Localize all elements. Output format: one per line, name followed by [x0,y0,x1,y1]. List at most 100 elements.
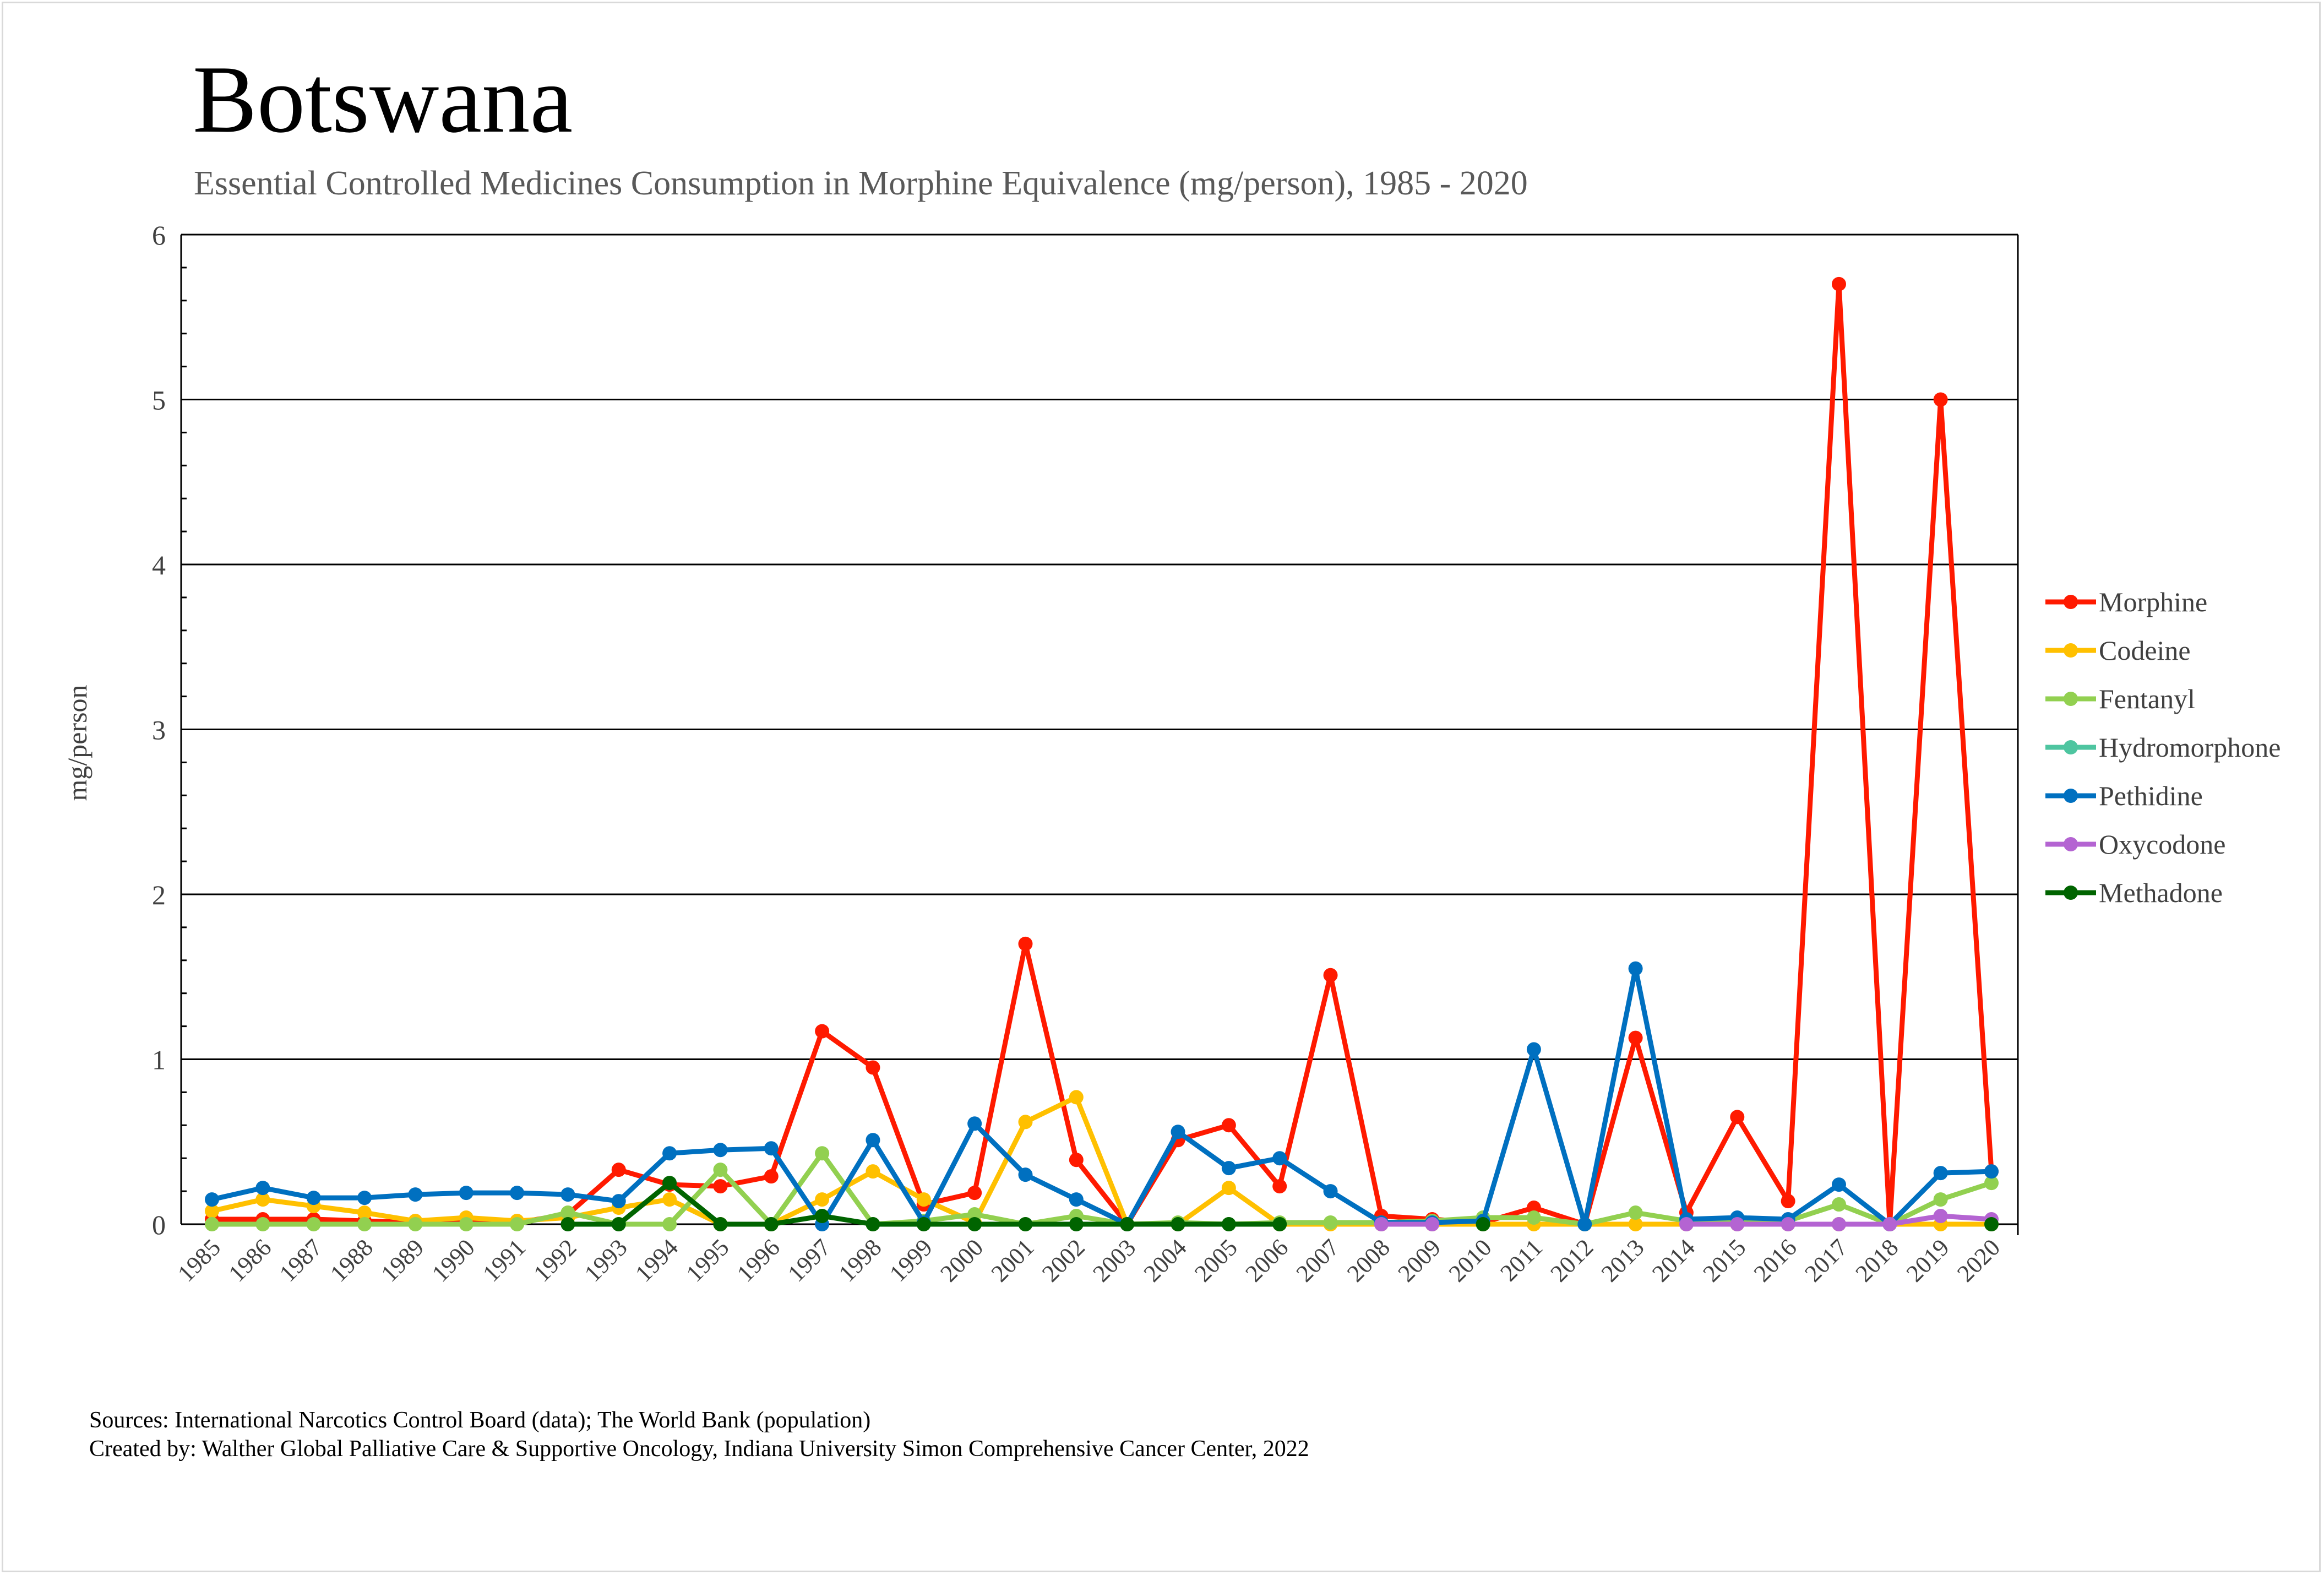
data-point [205,1192,219,1207]
data-point [205,1204,219,1219]
data-point [713,1179,728,1194]
series-morphine [205,276,1999,1231]
data-point [1984,1217,1999,1231]
data-point [1526,1210,1541,1225]
x-tick-label: 2018 [1851,1234,1904,1287]
data-point [866,1060,880,1075]
data-point [815,1192,830,1207]
data-point [611,1163,626,1177]
data-point [916,1217,931,1231]
x-tick-label: 2007 [1291,1234,1345,1287]
x-tick-label: 2016 [1749,1234,1802,1287]
data-point [967,1217,982,1231]
x-tick-label: 1992 [529,1234,582,1287]
legend-label: Fentanyl [2099,683,2195,714]
data-point [408,1217,423,1231]
data-point [1476,1217,1490,1231]
x-tick-label: 1988 [325,1234,378,1287]
data-point [1679,1217,1694,1231]
legend-label: Hydromorphone [2099,732,2281,763]
data-point [1628,961,1643,976]
data-point [662,1217,677,1231]
y-tick-label: 2 [152,879,166,910]
y-tick-label: 6 [152,220,166,251]
x-tick-label: 1998 [834,1234,887,1287]
series-line [211,1094,1991,1227]
data-point [1018,1167,1033,1182]
legend-label: Oxycodone [2099,829,2226,860]
data-point [560,1217,575,1231]
data-point [1069,1153,1084,1167]
data-point [1069,1090,1084,1105]
data-point [1882,1217,1897,1231]
x-tick-label: 1991 [477,1234,531,1287]
data-point [1221,1217,1236,1231]
data-point [1171,1125,1185,1139]
legend-marker [2064,643,2078,658]
y-tick-label: 5 [152,385,166,416]
x-tick-label: 1996 [732,1234,785,1287]
data-point [306,1191,321,1205]
data-point [1984,1164,1999,1179]
legend-label: Morphine [2099,586,2207,617]
x-tick-label: 1986 [224,1234,277,1287]
legend-marker [2064,837,2078,851]
data-point [255,1192,270,1207]
chart-title: Botswana [193,46,573,153]
data-point [1730,1110,1745,1125]
data-point [1933,1192,1948,1207]
data-point [1221,1181,1236,1196]
data-point [1933,1209,1948,1224]
data-point [866,1133,880,1148]
data-point [205,1217,219,1231]
data-point [510,1217,525,1231]
data-point [1018,1115,1033,1129]
data-point [815,1146,830,1161]
data-point [611,1217,626,1231]
legend-marker [2064,692,2078,706]
series-line [211,966,1992,1227]
data-point [815,1024,830,1039]
data-point [662,1176,677,1191]
data-point [1221,1118,1236,1133]
legend-marker [2064,789,2078,803]
x-tick-label: 1997 [782,1234,836,1287]
data-point [459,1186,473,1201]
x-tick-label: 1993 [579,1234,633,1287]
created-by-note: Created by: Walther Global Palliative Ca… [89,1436,1309,1462]
legend-marker [2064,740,2078,754]
data-point [662,1192,677,1207]
data-point [1831,1197,1846,1212]
data-point [1018,1217,1033,1231]
x-tick-label: 2012 [1545,1234,1598,1287]
data-point [255,1217,270,1231]
data-point [764,1141,779,1156]
x-tick-label: 1994 [630,1234,683,1287]
data-point [357,1191,372,1205]
y-tick-label: 0 [152,1209,166,1240]
data-point [713,1217,728,1231]
data-point [306,1217,321,1231]
data-point [713,1143,728,1158]
data-point [1374,1217,1389,1231]
x-tick-label: 1985 [172,1234,226,1287]
data-point [1069,1217,1084,1231]
data-point [1272,1217,1287,1231]
x-tick-label: 2003 [1087,1234,1141,1287]
data-point [967,1186,982,1201]
x-tick-label: 1999 [884,1234,938,1287]
x-tick-label: 2019 [1901,1234,1955,1287]
data-point [510,1186,525,1201]
data-point [1781,1217,1795,1231]
data-point [357,1217,372,1231]
legend-marker [2064,595,2078,609]
data-point [1628,1217,1643,1231]
x-tick-label: 1987 [274,1234,328,1287]
data-point [1425,1217,1440,1231]
chart-subtitle: Essential Controlled Medicines Consumpti… [194,165,1528,202]
data-point [459,1217,473,1231]
x-tick-label: 2017 [1799,1234,1853,1287]
data-point [1323,1215,1338,1230]
data-point [1526,1042,1541,1057]
